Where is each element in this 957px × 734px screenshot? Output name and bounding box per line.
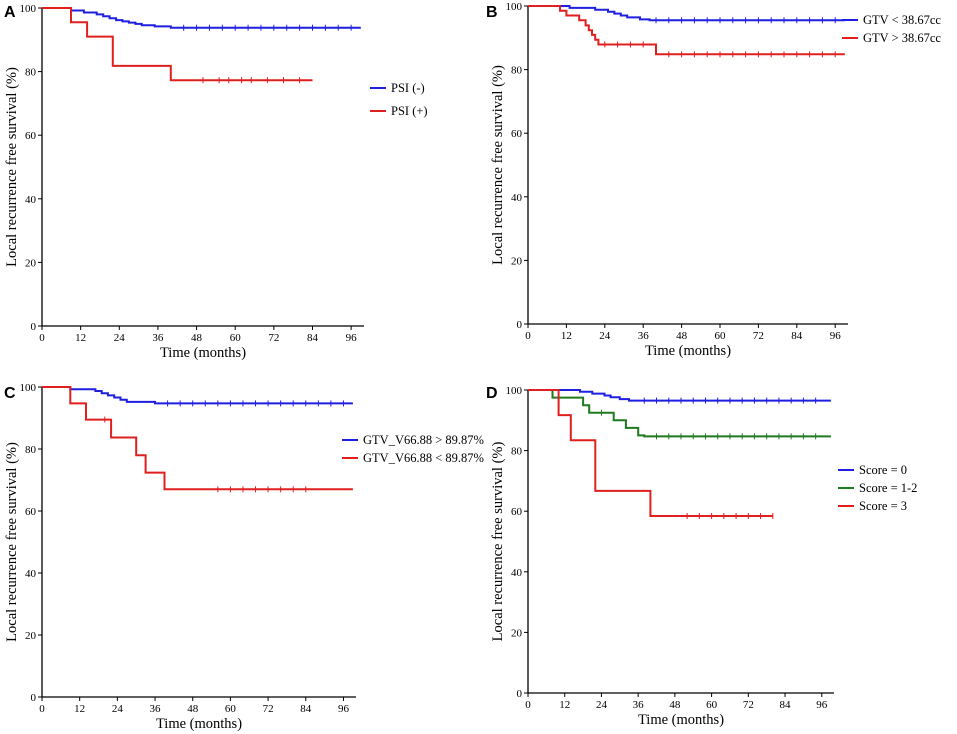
y-tick-label: 0: [31, 321, 37, 333]
panel-c: C 0 20 40 60 80 100 0 12 24 36 48 60 72 84 96 Time (mont…: [4, 382, 484, 732]
y-tick-label: 0: [31, 692, 37, 704]
y-tick-label: 60: [511, 506, 523, 518]
panel-letter: D: [486, 385, 498, 402]
x-tick-label: 24: [112, 703, 124, 715]
x-tick-label: 72: [263, 703, 274, 715]
legend-label: Score = 1-2: [859, 481, 917, 495]
y-tick-label: 80: [25, 444, 37, 456]
legend-label: GTV_V66.88 < 89.87%: [363, 451, 484, 465]
y-tick-label: 40: [25, 568, 37, 580]
series-line-0: [528, 5, 845, 22]
y-tick-label: 80: [511, 65, 523, 77]
x-tick-label: 12: [75, 332, 86, 344]
x-tick-label: 60: [230, 332, 242, 344]
y-tick-label: 80: [511, 446, 523, 458]
legend-label: PSI (+): [391, 104, 428, 118]
legend-label: GTV > 38.67cc: [863, 31, 941, 45]
x-tick-label: 48: [669, 699, 681, 711]
series-line-2: [528, 389, 773, 517]
panel-letter: C: [4, 385, 16, 402]
x-tick-label: 36: [152, 332, 164, 344]
y-tick-label: 100: [506, 385, 523, 397]
y-tick-label: 60: [511, 128, 523, 140]
series-line-1: [528, 389, 831, 438]
legend-label: Score = 3: [859, 499, 907, 513]
legend-label: GTV < 38.67cc: [863, 13, 941, 27]
x-tick-label: 72: [753, 330, 764, 342]
x-tick-label: 84: [791, 330, 803, 342]
y-tick-label: 80: [25, 67, 37, 79]
panel-b: B 0 20 40 60 80 100 0 12 24 36 48 60 72 84 96 Time (mont…: [486, 1, 941, 359]
panel-letter: A: [4, 4, 16, 21]
x-tick-label: 60: [715, 330, 727, 342]
x-tick-label: 60: [706, 699, 718, 711]
y-tick-label: 20: [25, 630, 37, 642]
x-tick-label: 96: [338, 703, 350, 715]
x-tick-label: 84: [307, 332, 319, 344]
x-tick-label: 96: [830, 330, 842, 342]
y-tick-label: 20: [25, 257, 37, 269]
x-tick-label: 24: [599, 330, 611, 342]
x-tick-label: 24: [114, 332, 126, 344]
legend-label: Score = 0: [859, 463, 907, 477]
legend-label: PSI (-): [391, 81, 425, 95]
y-tick-label: 60: [25, 506, 37, 518]
x-tick-label: 96: [816, 699, 828, 711]
y-tick-label: 100: [20, 3, 37, 15]
x-tick-label: 12: [561, 330, 572, 342]
x-tick-label: 84: [780, 699, 792, 711]
x-tick-label: 12: [74, 703, 85, 715]
x-tick-label: 0: [39, 332, 45, 344]
panel-d: D 0 20 40 60 80 100 0 12 24 36 48 60 72 84 96 Time (mont…: [486, 385, 917, 728]
x-axis-title: Time (months): [156, 716, 242, 732]
y-tick-label: 100: [506, 1, 523, 13]
y-tick-label: 0: [517, 319, 523, 331]
series-line-1: [528, 5, 845, 56]
series-line-0: [528, 389, 831, 402]
y-axis-title: Local recurrence free survival (%): [490, 442, 506, 642]
y-tick-label: 60: [25, 130, 37, 142]
x-tick-label: 48: [187, 703, 199, 715]
y-axis-title: Local recurrence free survival (%): [4, 67, 20, 267]
series-line-1: [42, 7, 313, 82]
y-tick-label: 20: [511, 627, 523, 639]
x-tick-label: 72: [268, 332, 279, 344]
y-tick-label: 40: [25, 194, 37, 206]
x-tick-label: 60: [225, 703, 237, 715]
x-tick-label: 48: [191, 332, 203, 344]
x-tick-label: 36: [638, 330, 650, 342]
y-tick-label: 100: [20, 382, 37, 394]
x-tick-label: 0: [39, 703, 45, 715]
x-tick-label: 84: [300, 703, 312, 715]
x-axis-title: Time (months): [638, 712, 724, 728]
x-tick-label: 0: [525, 699, 531, 711]
y-axis-title: Local recurrence free survival (%): [490, 65, 506, 265]
x-tick-label: 0: [525, 330, 531, 342]
x-tick-label: 96: [346, 332, 358, 344]
x-tick-label: 12: [559, 699, 570, 711]
x-tick-label: 36: [150, 703, 162, 715]
y-tick-label: 40: [511, 567, 523, 579]
series-line-0: [42, 7, 361, 29]
y-tick-label: 40: [511, 192, 523, 204]
panel-letter: B: [486, 4, 498, 21]
x-tick-label: 36: [633, 699, 645, 711]
series-line-0: [42, 386, 353, 405]
legend-label: GTV_V66.88 > 89.87%: [363, 433, 484, 447]
y-tick-label: 20: [511, 255, 523, 267]
x-tick-label: 48: [676, 330, 688, 342]
panel-a: A 0 20 40 60 80 100 0 12 24 36 48 60 72 84 96 Time (mont…: [4, 3, 428, 361]
series-line-1: [42, 386, 353, 491]
y-axis-title: Local recurrence free survival (%): [4, 442, 20, 642]
x-tick-label: 24: [596, 699, 608, 711]
x-tick-label: 72: [743, 699, 754, 711]
y-tick-label: 0: [517, 688, 523, 700]
x-axis-title: Time (months): [160, 345, 246, 361]
x-axis-title: Time (months): [645, 343, 731, 359]
